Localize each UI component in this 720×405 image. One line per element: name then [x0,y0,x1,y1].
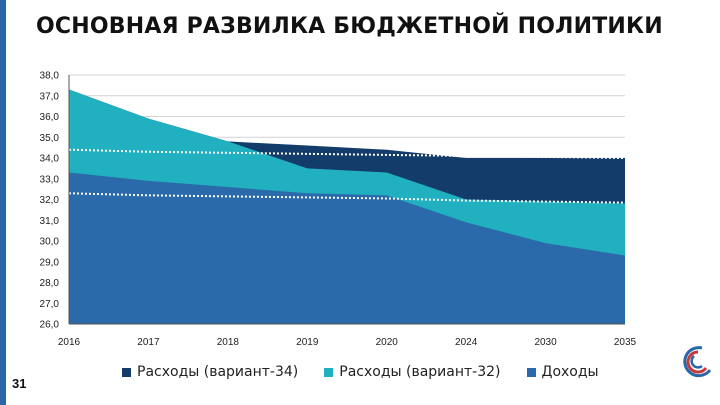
chart-axes [68,75,625,325]
reference-line-1 [68,192,626,204]
reference-line-0 [68,148,626,159]
y-tick-label: 37,0 [40,91,60,102]
x-tick-label: 2016 [58,337,81,348]
reference-lines [68,148,626,204]
series-area-2 [69,172,625,324]
y-tick-label: 33,0 [40,174,60,185]
slide-title: ОСНОВНАЯ РАЗВИЛКА БЮДЖЕТНОЙ ПОЛИТИКИ [36,14,663,39]
legend-item-expenses-34: Расходы (вариант-34) [122,364,298,380]
chart-legend: Расходы (вариант-34) Расходы (вариант-32… [122,364,599,380]
x-tick-label: 2020 [376,337,399,348]
legend-label-expenses-32: Расходы (вариант-32) [339,364,501,380]
legend-item-expenses-32: Расходы (вариант-32) [324,364,501,380]
x-tick-label: 2035 [614,337,637,348]
y-tick-label: 28,0 [40,278,60,289]
legend-label-revenues: Доходы [541,364,599,380]
x-tick-label: 2024 [455,337,478,348]
y-tick-label: 38,0 [40,71,60,82]
legend-swatch-expenses-34 [122,367,131,377]
legend-swatch-revenues [526,367,536,377]
y-tick-label: 31,0 [40,216,60,227]
page-number: 31 [12,376,27,391]
legend-swatch-expenses-32 [324,367,334,377]
y-tick-labels: 26,0 27,0 28,0 29,0 30,0 31,0 32,0 33,0 34,0 35,0… [40,71,60,331]
x-tick-label: 2019 [296,337,319,348]
y-tick-label: 27,0 [40,299,60,310]
x-tick-label: 2030 [534,337,557,348]
legend-label-expenses-34: Расходы (вариант-34) [137,364,299,380]
x-tick-label: 2018 [217,337,240,348]
chart-areas [69,89,625,325]
accent-bar [0,0,6,405]
y-tick-label: 36,0 [40,112,60,123]
y-tick-label: 26,0 [40,320,60,331]
y-tick-label: 29,0 [40,257,60,268]
x-tick-label: 2017 [137,337,160,348]
legend-item-revenues: Доходы [526,364,599,380]
y-tick-label: 34,0 [40,154,60,165]
csr-logo-icon [683,346,712,378]
x-tick-labels: 2016 2017 2018 2019 2020 2024 2030 2035 [58,337,637,348]
y-tick-label: 35,0 [40,133,60,144]
y-tick-label: 32,0 [40,195,60,206]
y-tick-label: 30,0 [40,237,60,248]
